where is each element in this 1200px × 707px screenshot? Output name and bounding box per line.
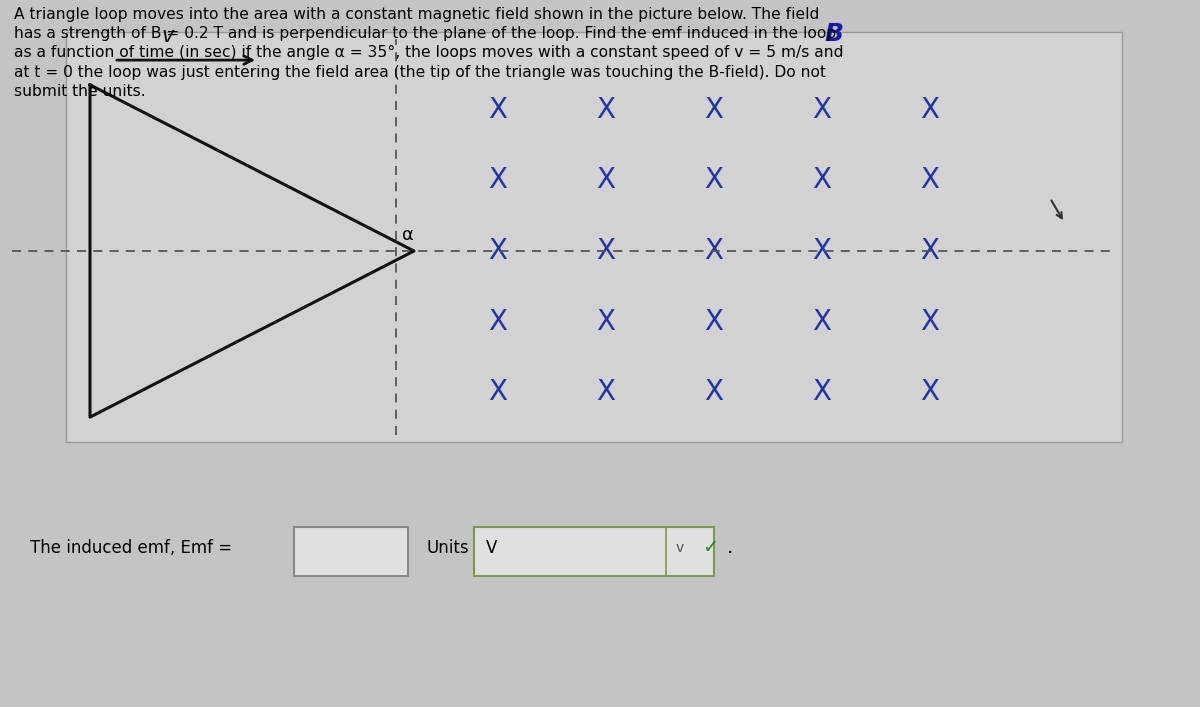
Text: X: X (488, 308, 508, 336)
Text: X: X (488, 166, 508, 194)
Text: X: X (920, 237, 940, 265)
Text: X: X (920, 378, 940, 407)
Text: X: X (596, 166, 616, 194)
Text: V: V (486, 539, 497, 557)
Text: X: X (920, 308, 940, 336)
Text: X: X (920, 95, 940, 124)
Text: X: X (596, 237, 616, 265)
Text: .: . (727, 539, 733, 557)
Text: X: X (704, 237, 724, 265)
Text: X: X (920, 166, 940, 194)
Bar (294, 527, 408, 576)
Bar (474, 527, 714, 576)
Bar (66, 32, 1122, 442)
Text: The induced emf, Emf =: The induced emf, Emf = (30, 539, 232, 557)
Text: A triangle loop moves into the area with a constant magnetic field shown in the : A triangle loop moves into the area with… (14, 7, 844, 99)
Text: X: X (704, 166, 724, 194)
Text: X: X (812, 378, 832, 407)
Text: X: X (596, 378, 616, 407)
Text: X: X (704, 308, 724, 336)
Text: X: X (812, 166, 832, 194)
Text: X: X (812, 237, 832, 265)
Text: X: X (488, 378, 508, 407)
Text: X: X (812, 308, 832, 336)
Text: v: v (162, 26, 174, 46)
Text: X: X (596, 95, 616, 124)
Text: X: X (596, 308, 616, 336)
Text: X: X (488, 237, 508, 265)
Text: α: α (402, 226, 414, 244)
Text: X: X (704, 378, 724, 407)
Text: X: X (704, 95, 724, 124)
Text: X: X (488, 95, 508, 124)
Text: X: X (812, 95, 832, 124)
Text: v: v (676, 541, 684, 555)
Text: Units: Units (426, 539, 469, 557)
Text: B: B (824, 22, 844, 46)
Text: ✓: ✓ (702, 539, 719, 557)
